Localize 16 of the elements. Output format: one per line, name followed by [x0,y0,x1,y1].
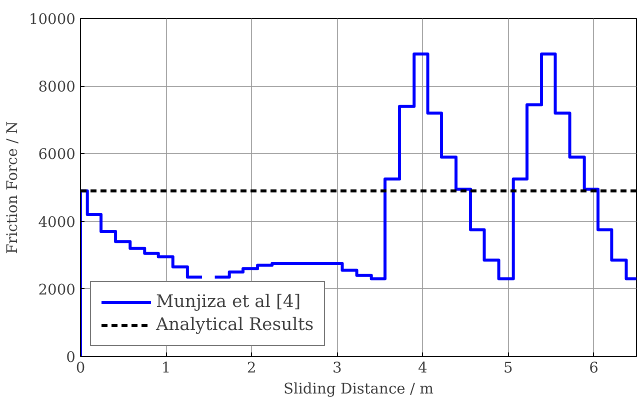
x-tick-label: 1 [161,360,171,376]
x-tick-label: 3 [332,360,342,376]
y-axis-title: Friction Force / N [4,120,21,254]
y-tick-label: 0 [66,349,76,366]
y-tick-label: 8000 [38,78,76,96]
x-axis-title: Sliding Distance / m [283,380,434,398]
x-tick-label: 2 [246,360,256,376]
y-tick-label: 10000 [28,11,76,28]
x-tick-label: 4 [418,360,428,376]
y-tick-label: 6000 [38,146,76,164]
y-tick-label: 4000 [38,214,76,231]
legend-label: Munjiza et al [4] [156,292,301,312]
x-tick-label: 5 [504,360,513,376]
x-tick-label: 6 [589,360,598,376]
y-tick-label: 2000 [38,281,76,298]
legend-label: Analytical Results [156,315,314,335]
